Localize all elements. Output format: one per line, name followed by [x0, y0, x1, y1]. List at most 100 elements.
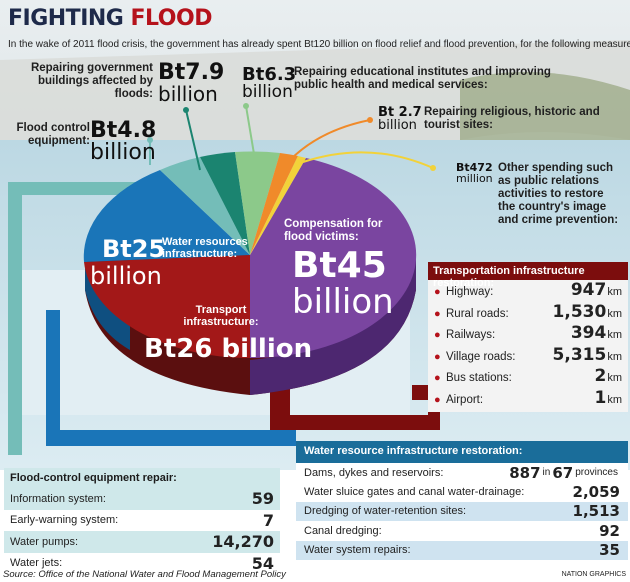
water-panel: Water resource infrastructure restoratio…: [296, 441, 628, 560]
water-row: Water system repairs: 35: [296, 540, 628, 560]
transport-row-unit: km: [607, 350, 622, 363]
transport-row: ● Bus stations: 2 km: [428, 366, 628, 388]
transport-label: Transport infrastructure:: [183, 304, 259, 328]
transport-row-name: Rural roads:: [446, 307, 509, 320]
gov-buildings-unit: billion: [158, 82, 218, 106]
spending-pie: [83, 103, 436, 395]
pie-slice-education: [235, 151, 280, 255]
education-label: Repairing educational institutes and imp…: [294, 66, 551, 91]
religious-label: Repairing religious, historic and touris…: [424, 106, 600, 131]
transport-row-unit: km: [607, 372, 622, 385]
transport-row: ● Airport: 1 km: [428, 388, 628, 410]
water-row-name: Water system repairs:: [304, 544, 411, 557]
water-row-value: 887: [509, 463, 541, 482]
transport-row: ● Rural roads: 1,530 km: [428, 302, 628, 324]
transport-panel: Transportation infrastructure restoratio…: [428, 262, 628, 412]
gov-buildings-value: Bt7.9: [158, 60, 225, 85]
water-row: Water sluice gates and canal water-drain…: [296, 482, 628, 501]
water-row-value: 2,059: [572, 483, 620, 502]
transport-row-value: 947: [570, 280, 607, 300]
flood-row: Water pumps: 14,270: [4, 531, 280, 553]
other-value: Bt472: [456, 161, 493, 174]
compensation-unit: billion: [292, 282, 394, 322]
flood-row-name: Water pumps:: [10, 535, 79, 548]
compensation-value: Bt45: [292, 245, 387, 286]
transport-row-name: Highway:: [446, 286, 494, 298]
transport-row-value: 5,315: [552, 344, 607, 365]
flood-row: Information system: 59: [4, 488, 280, 510]
bullet-icon: ●: [434, 286, 441, 298]
source-note: Source: Office of the National Water and…: [3, 569, 286, 580]
pie-slice-gov-buildings: [200, 152, 250, 255]
water-row-value: 35: [599, 541, 620, 560]
other-label: Other spending such as public relations …: [498, 162, 619, 226]
water-row-name: Dredging of water-retention sites:: [304, 505, 467, 518]
gov-buildings-label: Repairing government buildings affected …: [30, 62, 153, 100]
flood-equipment-label: Flood control equipment:: [16, 122, 90, 147]
title-part-1: FIGHTING: [8, 6, 124, 31]
water-row: Canal dredging: 92: [296, 521, 628, 540]
flood-control-panel: Flood-control equipment repair: Informat…: [4, 468, 280, 574]
transport-row-value: 2: [594, 366, 607, 387]
compensation-label: Compensation for flood victims:: [284, 218, 383, 243]
water-row-value: 92: [599, 521, 620, 540]
transport-row-name: Railways:: [446, 329, 496, 342]
water-row: Dredging of water-retention sites: 1,513: [296, 501, 628, 522]
flood-equipment-value: Bt4.8: [90, 118, 157, 143]
transport-row-value: 1: [594, 387, 607, 408]
water-label: Water resources infrastructure:: [162, 236, 248, 260]
transport-row-name: Bus stations:: [446, 372, 512, 385]
transport-row-unit: km: [607, 329, 622, 342]
water-row-dams: Dams, dykes and reservoirs: 887 in 67 pr…: [296, 463, 628, 483]
transport-row: ● Railways: 394 km: [428, 323, 628, 345]
transport-row-name: Village roads:: [446, 350, 516, 363]
flood-equipment-amount: Bt4.8 billion: [90, 120, 156, 164]
pie-slice-religious: [250, 153, 298, 255]
flood-photo-background: [0, 0, 630, 470]
other-unit: million: [456, 172, 493, 185]
religious-value: Bt 2.7: [378, 105, 422, 120]
bullet-icon: ●: [434, 372, 441, 385]
transport-row: ● Village roads: 5,315 km: [428, 345, 628, 367]
religious-unit: billion: [378, 118, 417, 133]
bullet-icon: ●: [434, 329, 441, 342]
leader-other: [302, 151, 434, 169]
transport-row-name: Airport:: [446, 393, 484, 406]
flood-row-value: 14,270: [212, 532, 274, 552]
water-value: Bt25: [102, 235, 166, 263]
flood-row: Early-warning system: 7: [4, 510, 280, 532]
leader-gov-buildings: [185, 109, 201, 171]
transport-value: Bt26 billion: [144, 334, 313, 364]
transport-row-unit: km: [607, 286, 622, 298]
water-row-provinces-label: provinces: [575, 467, 618, 479]
leader-education: [245, 105, 256, 161]
flood-row-name: Information system:: [10, 492, 106, 505]
other-amount: Bt472 million: [456, 162, 493, 184]
flood-row: Water jets: 54: [4, 553, 280, 575]
pie-slice-water: [83, 170, 250, 262]
religious-amount: Bt 2.7 billion: [378, 106, 422, 132]
flood-equipment-unit: billion: [90, 140, 156, 165]
pie-slice-flood-equipment: [160, 157, 250, 255]
water-row-in: in: [542, 467, 551, 479]
transport-row-unit: km: [607, 393, 622, 406]
water-row-provinces: 67: [552, 463, 574, 482]
flood-row-value: 59: [251, 489, 274, 509]
water-row-name: Dams, dykes and reservoirs:: [304, 466, 444, 479]
transport-row-value: 394: [570, 323, 607, 344]
page-title: FIGHTING FLOOD: [8, 6, 212, 31]
flood-row-value: 54: [251, 553, 274, 573]
bullet-icon: ●: [434, 307, 441, 320]
water-unit: billion: [90, 262, 162, 290]
water-row-value: 1,513: [572, 502, 620, 521]
transport-row-unit: km: [607, 307, 622, 320]
water-row-name: Canal dredging:: [304, 524, 382, 537]
bullet-icon: ●: [434, 393, 441, 406]
pie-slice-other: [250, 156, 306, 255]
water-panel-header: Water resource infrastructure restoratio…: [296, 441, 628, 463]
education-amount: Bt6.3 billion: [242, 66, 296, 101]
leader-religious: [289, 119, 371, 161]
bullet-icon: ●: [434, 350, 441, 363]
transport-panel-header: Transportation infrastructure restoratio…: [428, 262, 628, 289]
pie-slice-transport: [84, 255, 250, 359]
